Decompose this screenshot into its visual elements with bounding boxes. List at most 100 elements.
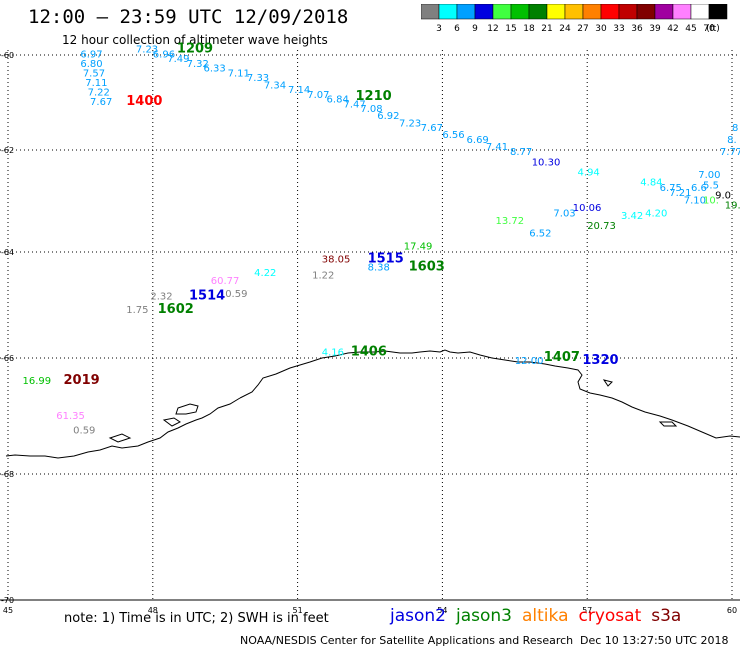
pass-time-label: 1209 xyxy=(177,42,213,57)
wave-height-value: 7.11 xyxy=(85,78,107,89)
wave-height-value: 16.99 xyxy=(22,376,51,387)
longitude-tick-label: 54 xyxy=(437,606,447,615)
latitude-tick-label: -62 xyxy=(1,146,14,155)
wave-height-value: 7.03 xyxy=(553,208,575,219)
antarctic-coastline xyxy=(239,349,740,439)
color-swatch-label: 18 xyxy=(523,24,535,34)
latitude-tick-label: -60 xyxy=(1,51,14,60)
color-swatch-label: 21 xyxy=(541,24,552,34)
pass-time-label: 1210 xyxy=(356,89,392,104)
pass-time-label: 1406 xyxy=(351,344,387,359)
wave-height-value: 10.30 xyxy=(532,157,561,168)
wave-height-value: 12.00 xyxy=(515,356,544,367)
wave-height-value: 38.05 xyxy=(322,255,351,266)
wave-height-value: 6.69 xyxy=(467,135,489,146)
color-swatch-label: 45 xyxy=(685,24,696,34)
satellite-legend: jason2 jason3 altika cryosat s3a xyxy=(390,606,691,626)
color-swatch-label: 12 xyxy=(487,24,498,34)
legend-entry-altika: altika xyxy=(522,606,569,626)
wave-height-value: 6.52 xyxy=(529,229,551,240)
wave-height-value: 4.22 xyxy=(254,268,276,279)
wave-height-value: 6.56 xyxy=(442,130,464,141)
axis-tick-labels: 45 48 51 54 57 60 -60 -62 -64 -66 -68 -70 xyxy=(1,51,737,615)
wave-height-value: 1.22 xyxy=(312,271,334,282)
pass-time-label: 1602 xyxy=(158,302,194,317)
wave-height-value: 60.77 xyxy=(211,276,240,287)
wave-height-value: 4.16 xyxy=(322,347,344,358)
wave-height-value: 4.84 xyxy=(640,178,662,189)
wave-height-value: 9.0 xyxy=(715,190,731,201)
wave-height-value: 8. xyxy=(727,135,737,146)
island-outline-3 xyxy=(602,379,613,387)
wave-height-value: 6.92 xyxy=(377,111,399,122)
color-swatch-label: 39 xyxy=(649,24,661,34)
wave-height-value: 7.41 xyxy=(486,142,508,153)
wave-height-value: 61.35 xyxy=(56,411,85,422)
pass-time-label: 1514 xyxy=(189,289,225,304)
island-outline-2 xyxy=(108,433,132,443)
wave-height-value: 13.72 xyxy=(495,216,524,227)
color-swatch xyxy=(708,4,728,20)
color-swatch-label: 24 xyxy=(559,24,571,34)
color-swatch-label: 30 xyxy=(595,24,607,34)
wave-height-value: 7.21 xyxy=(669,188,691,199)
color-swatch-label: 42 xyxy=(667,24,678,34)
wave-height-value: 7.07 xyxy=(307,90,329,101)
wave-height-value: 7.67 xyxy=(90,97,112,108)
wave-height-value: 4.20 xyxy=(645,208,667,219)
wave-height-value: 2.32 xyxy=(150,292,172,303)
wave-height-value: 7.34 xyxy=(264,80,286,91)
longitude-tick-label: 48 xyxy=(148,606,158,615)
latitude-tick-label: -70 xyxy=(1,596,14,605)
wave-height-value: 10.06 xyxy=(573,203,602,214)
wave-height-value: 5.5 xyxy=(703,180,719,191)
wave-height-value: 7.49 xyxy=(167,54,189,65)
wave-height-value: 10. xyxy=(703,196,719,207)
wave-height-value: 7.11 xyxy=(228,68,250,79)
island-outline-4 xyxy=(658,421,678,427)
wave-height-value: 7.23 xyxy=(399,118,421,129)
color-swatch-label: 36 xyxy=(631,24,643,34)
color-scale-unit: (ft) xyxy=(706,24,720,34)
wave-height-value: 17.49 xyxy=(404,241,433,252)
wave-height-value: 7.77 xyxy=(720,147,740,158)
wave-height-value: 7.22 xyxy=(88,87,110,98)
coastline-west-segment xyxy=(5,397,241,459)
wave-height-value: 7.32 xyxy=(187,59,209,70)
pass-time-label: 1407 xyxy=(544,350,580,365)
wave-height-value: 7.08 xyxy=(360,104,382,115)
wave-height-value: 6.6 xyxy=(691,183,707,194)
pass-time-label: 1320 xyxy=(582,353,618,368)
longitude-tick-label: 51 xyxy=(293,606,303,615)
credit-line: NOAA/NESDIS Center for Satellite Applica… xyxy=(240,634,574,647)
color-swatch-label: 9 xyxy=(472,24,478,34)
pass-time-label: 1515 xyxy=(368,252,404,267)
wave-height-value: 1.75 xyxy=(126,305,148,316)
color-swatch-label: 70 xyxy=(703,24,715,34)
pass-time-label: 1603 xyxy=(409,260,445,275)
footnote: note: 1) Time is in UTC; 2) SWH is in fe… xyxy=(64,611,329,626)
color-swatch-label: 6 xyxy=(454,24,460,34)
coastline xyxy=(5,349,740,459)
wave-height-value: 20.73 xyxy=(587,221,616,232)
wave-height-value: 19. xyxy=(725,201,740,212)
wave-height-value: 8.77 xyxy=(510,147,532,158)
longitude-tick-label: 45 xyxy=(3,606,13,615)
wave-height-value: 6.80 xyxy=(80,59,102,70)
wave-height-value: 6.97 xyxy=(80,49,102,60)
wave-height-value: 6.33 xyxy=(203,64,225,75)
wave-height-value: 3.42 xyxy=(621,211,643,222)
map-subtitle: 12 hour collection of altimeter wave hei… xyxy=(62,33,328,47)
legend-entry-jason3: jason3 xyxy=(456,606,512,626)
wave-height-value: 6.96 xyxy=(153,49,175,60)
wave-height-value: 7.67 xyxy=(421,123,443,134)
wave-height-value: 7.33 xyxy=(247,73,269,84)
wave-height-value: 6.84 xyxy=(327,95,349,106)
wave-height-value: 7.57 xyxy=(83,68,105,79)
wave-height-value: 7.10 xyxy=(684,196,706,207)
longitude-tick-label: 60 xyxy=(727,606,737,615)
wave-height-value: 7.14 xyxy=(288,85,310,96)
coastline-inner-bay xyxy=(175,403,199,415)
pass-time-label: 2019 xyxy=(64,373,100,388)
